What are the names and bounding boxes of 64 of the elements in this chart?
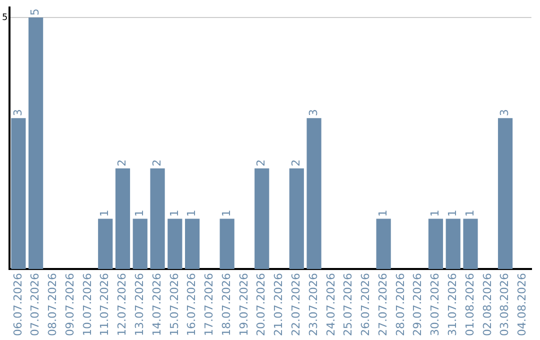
x-tick-label: 08.07.2026 xyxy=(46,273,60,336)
bar xyxy=(184,218,200,270)
data-label: 1 xyxy=(428,210,442,217)
x-tick-label: 18.07.2026 xyxy=(220,273,233,336)
data-label: 3 xyxy=(11,109,24,116)
x-tick-label: 22.07.2026 xyxy=(289,273,302,336)
x-tick-label: 04.08.2026 xyxy=(516,273,529,336)
x-tick-label: 17.07.2026 xyxy=(202,273,216,336)
data-label: 1 xyxy=(132,210,146,217)
x-tick-label: 19.07.2026 xyxy=(237,273,250,336)
x-tick-label: 12.07.2026 xyxy=(116,273,129,336)
data-label: 1 xyxy=(185,210,198,217)
data-label: 1 xyxy=(98,210,112,217)
bar xyxy=(168,218,182,270)
data-label: 1 xyxy=(220,210,233,217)
bar xyxy=(289,168,304,270)
data-label: 3 xyxy=(306,109,320,116)
bar xyxy=(11,118,26,270)
x-tick-label: 16.07.2026 xyxy=(185,273,198,336)
x-tick-label: 15.07.2026 xyxy=(168,273,181,336)
data-label: 2 xyxy=(116,159,129,166)
data-label: 2 xyxy=(150,159,164,166)
data-label: 1 xyxy=(446,210,459,217)
data-label: 2 xyxy=(289,159,302,166)
x-tick-label: 03.08.2026 xyxy=(498,273,512,336)
x-tick-label: 27.07.2026 xyxy=(376,273,390,336)
data-label: 1 xyxy=(463,210,476,217)
x-tick-label: 23.07.2026 xyxy=(306,273,320,336)
x-tick-label: 14.07.2026 xyxy=(150,273,164,336)
data-label: 1 xyxy=(168,210,181,217)
x-tick-label: 28.07.2026 xyxy=(394,273,407,336)
x-tick-label: 07.07.2026 xyxy=(28,273,42,336)
bar xyxy=(98,218,113,270)
data-label: 2 xyxy=(254,159,268,166)
bar xyxy=(306,118,322,270)
bar xyxy=(254,168,270,270)
bar xyxy=(376,218,391,270)
x-tick-label: 29.07.2026 xyxy=(411,273,424,336)
x-tick-label: 20.07.2026 xyxy=(254,273,268,336)
bar xyxy=(428,218,444,270)
bar xyxy=(115,168,130,270)
bar xyxy=(498,118,513,270)
x-tick-label: 30.07.2026 xyxy=(428,273,442,336)
x-tick-label: 02.08.2026 xyxy=(480,273,494,336)
bar xyxy=(132,218,148,270)
bar xyxy=(220,218,234,270)
x-tick-label: 24.07.2026 xyxy=(324,273,338,336)
x-tick-label: 25.07.2026 xyxy=(342,273,355,336)
data-label: 3 xyxy=(498,109,512,116)
x-tick-label: 10.07.2026 xyxy=(80,273,94,336)
x-tick-label: 06.07.2026 xyxy=(11,273,24,336)
bar xyxy=(463,218,478,270)
x-tick-label: 13.07.2026 xyxy=(132,273,146,336)
x-tick-label: 21.07.2026 xyxy=(272,273,286,336)
x-tick-label: 26.07.2026 xyxy=(359,273,372,336)
x-tick-label: 31.07.2026 xyxy=(446,273,459,336)
bar xyxy=(28,17,44,270)
bar xyxy=(446,218,460,270)
data-label: 5 xyxy=(28,8,42,16)
x-tick-label: 01.08.2026 xyxy=(463,273,476,336)
bar xyxy=(150,168,165,270)
data-label: 1 xyxy=(376,210,390,217)
x-tick-label: 11.07.2026 xyxy=(98,273,112,336)
x-tick-label: 09.07.2026 xyxy=(63,273,76,336)
